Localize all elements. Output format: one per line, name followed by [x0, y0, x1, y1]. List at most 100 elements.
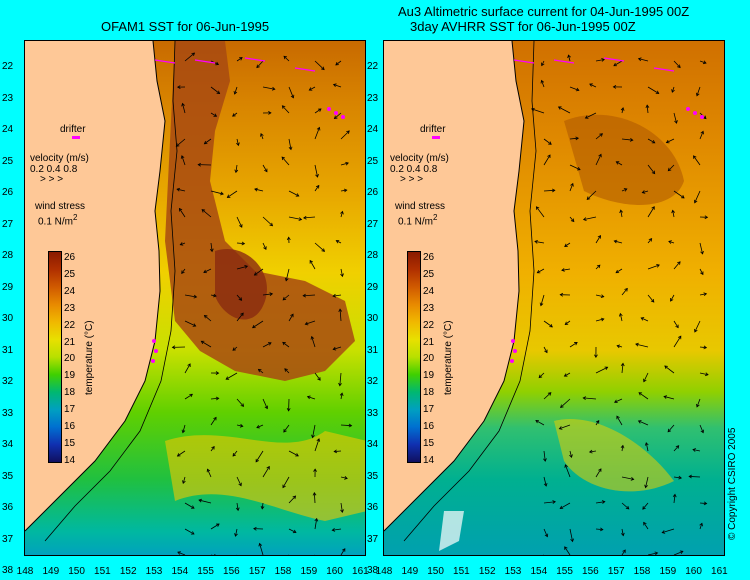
current-arrow-head: [564, 243, 568, 247]
current-arrow: [614, 398, 623, 403]
longitude-label: 160: [685, 566, 702, 577]
longitude-label: 155: [556, 566, 573, 577]
current-arrow: [210, 190, 224, 195]
current-arrow: [210, 294, 217, 297]
current-arrow: [288, 313, 294, 322]
current-arrow: [647, 264, 660, 270]
current-arrow-head: [620, 444, 625, 449]
left-map-graphic: [25, 41, 365, 555]
current-arrow: [340, 268, 343, 277]
current-arrow-head: [567, 54, 571, 59]
current-arrow: [595, 235, 601, 244]
current-arrow: [643, 522, 649, 530]
current-arrow: [615, 268, 623, 274]
colorbar-tick-label: 18: [64, 387, 76, 399]
current-arrow: [236, 424, 243, 427]
left-velocity-title: velocity (m/s): [30, 153, 89, 164]
longitude-label: 158: [633, 566, 651, 577]
current-arrow-head: [260, 505, 265, 510]
current-arrow-head: [574, 342, 578, 346]
current-arrow: [314, 242, 325, 252]
current-arrow-head: [295, 193, 300, 197]
current-arrow-head: [180, 155, 185, 159]
right-wind-value-text: 0.1 N/m: [398, 216, 434, 228]
current-arrow-head: [269, 222, 274, 227]
current-arrow: [288, 554, 289, 555]
current-arrow-head: [570, 538, 574, 543]
current-arrow: [595, 264, 601, 270]
current-arrow: [595, 501, 605, 504]
current-arrow-head: [595, 419, 600, 424]
current-arrow: [184, 502, 195, 509]
current-arrow-head: [598, 153, 602, 158]
current-arrow-head: [332, 346, 337, 351]
current-arrow: [620, 210, 623, 218]
current-arrow-head: [644, 484, 648, 489]
current-arrow: [314, 164, 318, 178]
current-arrow: [585, 112, 597, 119]
current-arrow: [673, 550, 684, 555]
current-arrow-head: [304, 321, 309, 326]
current-arrow-head: [200, 340, 205, 345]
current-arrow: [184, 52, 195, 62]
current-arrow-head: [629, 138, 634, 142]
current-arrow-head: [345, 161, 349, 166]
current-arrow: [595, 554, 596, 555]
right-current-arrows: [513, 54, 709, 555]
latitude-label: 26: [2, 187, 14, 198]
latitude-label: 31: [2, 344, 14, 356]
current-arrow: [635, 343, 649, 348]
current-arrow-head: [310, 335, 315, 340]
current-arrow: [236, 57, 243, 62]
current-arrow-head: [239, 423, 244, 428]
current-arrow-head: [584, 115, 589, 119]
current-arrow: [309, 260, 316, 270]
current-arrow-head: [569, 454, 573, 459]
current-arrow: [259, 543, 264, 555]
current-arrow: [282, 342, 290, 348]
right-wind-title: wind stress: [395, 201, 446, 212]
current-arrow: [184, 393, 193, 400]
current-arrow: [671, 86, 675, 93]
current-arrow-head: [620, 107, 625, 111]
current-arrow: [184, 294, 197, 298]
current-arrow-head: [564, 546, 568, 550]
latitude-label: 37: [2, 533, 14, 545]
current-arrow: [262, 242, 267, 250]
current-arrow-head: [177, 551, 181, 555]
current-arrow: [180, 242, 186, 246]
current-arrow: [333, 346, 342, 350]
current-arrow-head: [544, 533, 549, 538]
current-arrow: [335, 60, 342, 66]
current-arrow-head: [600, 294, 605, 299]
wind-stress-arrow: [513, 59, 535, 64]
current-arrow-head: [181, 270, 185, 274]
colorbar-tick-label: 15: [423, 437, 435, 449]
colorbar-tick-label: 14: [423, 454, 435, 466]
latitude-label: 30: [367, 313, 379, 324]
current-arrow: [204, 138, 212, 145]
current-arrow-head: [641, 190, 646, 194]
colorbar-tick-label: 21: [64, 336, 76, 348]
current-arrow-head: [215, 396, 220, 401]
current-arrow: [569, 183, 574, 192]
current-arrow: [288, 528, 297, 533]
current-arrow: [311, 336, 316, 348]
wind-stress-arrow: [653, 67, 675, 72]
current-arrow: [646, 105, 649, 114]
current-arrow: [560, 398, 571, 408]
current-arrow: [176, 138, 186, 147]
current-arrow-head: [705, 372, 709, 377]
current-arrow-head: [189, 393, 193, 398]
current-arrow: [647, 86, 659, 94]
current-arrow: [262, 216, 273, 227]
current-arrow: [673, 320, 679, 328]
current-arrow-head: [613, 239, 618, 244]
current-arrow-head: [674, 120, 678, 124]
current-arrow-head: [539, 302, 544, 307]
current-arrow-head: [283, 55, 288, 60]
left-map-title: OFAM1 SST for 06-Jun-1995: [101, 19, 270, 34]
current-arrow: [647, 294, 655, 303]
current-arrow: [340, 424, 352, 427]
latitude-label: 25: [2, 155, 14, 167]
